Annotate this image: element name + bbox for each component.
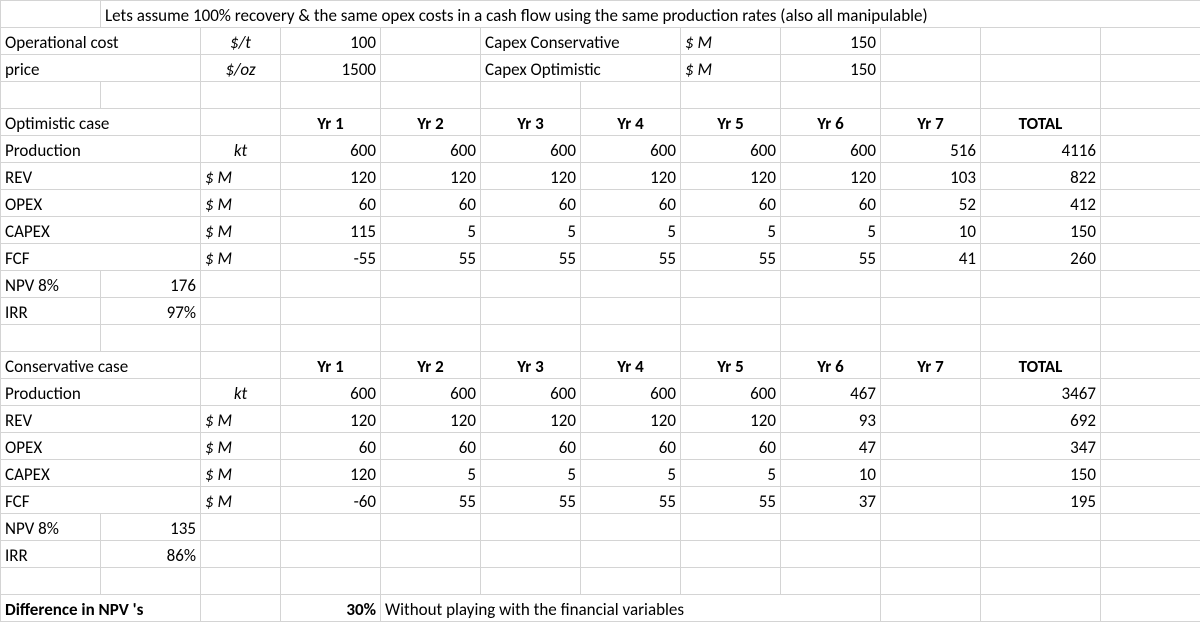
diff-label: Difference in NPV 's bbox=[1, 595, 201, 622]
col-yr1: Yr 1 bbox=[281, 109, 381, 136]
capex-cons-unit: $ M bbox=[681, 28, 781, 55]
capex-opt-label: Capex Optimistic bbox=[481, 55, 681, 82]
col-total: TOTAL bbox=[981, 109, 1101, 136]
price-label: price bbox=[1, 55, 201, 82]
opt-irr-row: IRR 97% bbox=[1, 298, 1200, 325]
spreadsheet-table: Lets assume 100% recovery & the same ope… bbox=[0, 0, 1200, 622]
col-yr7: Yr 7 bbox=[881, 109, 981, 136]
optimistic-header-row: Optimistic case Yr 1 Yr 2 Yr 3 Yr 4 Yr 5… bbox=[1, 109, 1200, 136]
price-value[interactable]: 1500 bbox=[281, 55, 381, 82]
opt-capex-row: CAPEX $ M 115 5 5 5 5 5 10 150 bbox=[1, 217, 1200, 244]
assumption-text: Lets assume 100% recovery & the same ope… bbox=[101, 1, 1200, 28]
price-unit: $/oz bbox=[201, 55, 281, 82]
opt-fcf-row: FCF $ M -55 55 55 55 55 55 41 260 bbox=[1, 244, 1200, 271]
cons-npv-value[interactable]: 135 bbox=[101, 514, 201, 541]
diff-note: Without playing with the financial varia… bbox=[381, 595, 881, 622]
opt-npv-row: NPV 8% 176 bbox=[1, 271, 1200, 298]
capex-opt-unit: $ M bbox=[681, 55, 781, 82]
cons-irr-value[interactable]: 86% bbox=[101, 541, 201, 568]
col-yr4: Yr 4 bbox=[581, 109, 681, 136]
opt-rev-row: REV $ M 120 120 120 120 120 120 103 822 bbox=[1, 163, 1200, 190]
col-yr2: Yr 2 bbox=[381, 109, 481, 136]
conservative-header-row: Conservative case Yr 1 Yr 2 Yr 3 Yr 4 Yr… bbox=[1, 352, 1200, 379]
opt-npv-value[interactable]: 176 bbox=[101, 271, 201, 298]
op-cost-value[interactable]: 100 bbox=[281, 28, 381, 55]
inputs-row-1: Operational cost $/t 100 Capex Conservat… bbox=[1, 28, 1200, 55]
col-yr6: Yr 6 bbox=[781, 109, 881, 136]
capex-cons-value[interactable]: 150 bbox=[781, 28, 881, 55]
cons-capex-row: CAPEX $ M 120 5 5 5 5 10 150 bbox=[1, 460, 1200, 487]
cons-rev-row: REV $ M 120 120 120 120 120 93 692 bbox=[1, 406, 1200, 433]
capex-cons-label: Capex Conservative bbox=[481, 28, 681, 55]
opt-irr-value[interactable]: 97% bbox=[101, 298, 201, 325]
col-yr5: Yr 5 bbox=[681, 109, 781, 136]
assumption-row: Lets assume 100% recovery & the same ope… bbox=[1, 1, 1200, 28]
inputs-row-2: price $/oz 1500 Capex Optimistic $ M 150 bbox=[1, 55, 1200, 82]
cons-npv-row: NPV 8% 135 bbox=[1, 514, 1200, 541]
diff-value[interactable]: 30% bbox=[281, 595, 381, 622]
cons-irr-row: IRR 86% bbox=[1, 541, 1200, 568]
opt-opex-row: OPEX $ M 60 60 60 60 60 60 52 412 bbox=[1, 190, 1200, 217]
optimistic-title: Optimistic case bbox=[1, 109, 201, 136]
capex-opt-value[interactable]: 150 bbox=[781, 55, 881, 82]
op-cost-unit: $/t bbox=[201, 28, 281, 55]
col-yr3: Yr 3 bbox=[481, 109, 581, 136]
conservative-title: Conservative case bbox=[1, 352, 201, 379]
cons-opex-row: OPEX $ M 60 60 60 60 60 47 347 bbox=[1, 433, 1200, 460]
cons-fcf-row: FCF $ M -60 55 55 55 55 37 195 bbox=[1, 487, 1200, 514]
cons-production-row: Production kt 600 600 600 600 600 467 34… bbox=[1, 379, 1200, 406]
op-cost-label: Operational cost bbox=[1, 28, 201, 55]
difference-row: Difference in NPV 's 30% Without playing… bbox=[1, 595, 1200, 622]
opt-production-row: Production kt 600 600 600 600 600 600 51… bbox=[1, 136, 1200, 163]
